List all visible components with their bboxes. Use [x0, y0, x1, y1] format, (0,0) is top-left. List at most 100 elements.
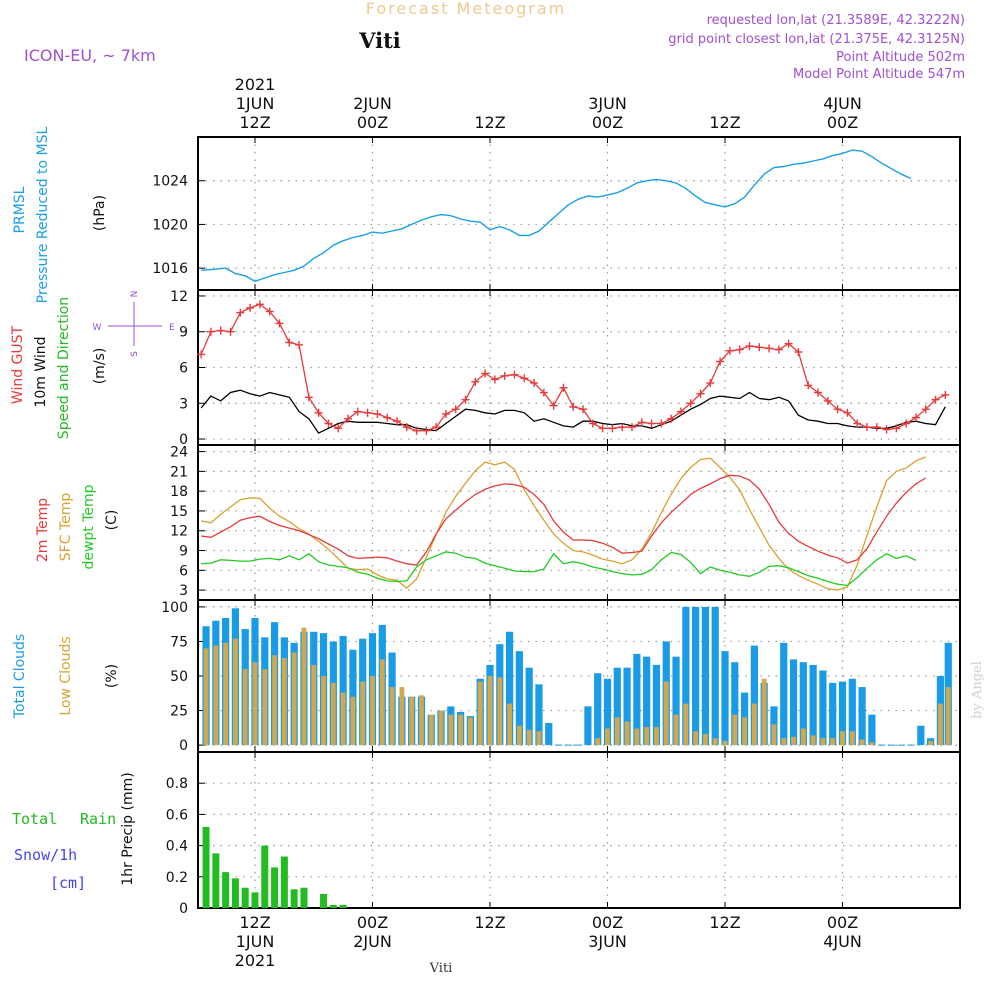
snow-unit-label: [cm]	[50, 874, 86, 892]
temp-tick-label: 21	[170, 464, 188, 480]
time-axis-label: 2021	[235, 75, 276, 94]
low-cloud-bar	[751, 703, 757, 746]
temperature-panel-labels: 2m Temp SFC Temp dewpt Temp (C)	[35, 484, 120, 569]
compass-e: E	[169, 323, 175, 333]
temp-unit-label: (C)	[104, 510, 120, 531]
low-cloud-bar	[732, 714, 738, 746]
low-cloud-bar	[526, 729, 532, 746]
low-cloud-bar	[419, 695, 424, 746]
wind-tick-label: 3	[179, 396, 188, 412]
time-axis-label: 00Z	[827, 113, 858, 132]
total-cloud-bar	[819, 670, 827, 746]
prmsl-tick-label: 1020	[152, 217, 188, 233]
clouds-panel: 0 25 50 75 100	[161, 599, 961, 754]
clouds-panel-labels: Total Clouds Low Clouds (%)	[12, 634, 120, 719]
low-cloud-bar	[644, 727, 650, 746]
total-cloud-bar	[339, 635, 347, 746]
low-cloud-bar	[379, 659, 385, 746]
low-cloud-bar	[497, 677, 503, 746]
low-cloud-bar	[663, 681, 669, 746]
low-cloud-bar	[448, 714, 454, 746]
total-cloud-bar	[613, 667, 621, 746]
time-axis-label: 12Z	[474, 913, 505, 932]
total-cloud-bar	[809, 664, 817, 746]
low-cloud-bar	[370, 676, 375, 746]
total-cloud-bar	[515, 651, 523, 746]
time-axis-label: 00Z	[592, 913, 623, 932]
low-cloud-bar	[428, 714, 434, 746]
rain-bar	[202, 826, 210, 908]
panel-border	[197, 751, 961, 909]
temp-tick-label: 12	[170, 524, 188, 540]
low-cloud-bar	[389, 687, 395, 746]
prmsl-tick-label: 1024	[152, 174, 188, 190]
info-line-3: Point Altitude 502m	[836, 50, 965, 65]
low-cloud-bar	[272, 655, 277, 746]
time-axis-label: 00Z	[357, 113, 388, 132]
sfc-temp-line	[200, 456, 926, 591]
temp-tick-label: 3	[179, 583, 188, 599]
temp-tick-label: 15	[170, 504, 188, 520]
total-cloud-bar	[545, 722, 553, 746]
low-cloud-bar	[340, 692, 346, 746]
rain-bar	[300, 887, 308, 908]
total-cloud-bar	[799, 662, 807, 746]
low-cloud-bar	[810, 735, 816, 746]
time-axis-label: 4JUN	[823, 932, 862, 951]
low-cloud-bar	[800, 728, 806, 746]
total-cloud-bar	[711, 606, 719, 746]
low-cloud-bar	[703, 734, 708, 746]
chart-title: Forecast Meteogram	[366, 0, 566, 18]
rain-bar	[222, 872, 230, 908]
compass-s: S	[130, 351, 140, 357]
wind-tick-label: 0	[179, 432, 188, 448]
rain-bar	[261, 845, 269, 908]
total-cloud-bar	[633, 653, 641, 746]
temperature-panel: 3 6 9 12 15 18 21 24	[170, 444, 961, 601]
prmsl-long-label: Pressure Reduced to MSL	[35, 126, 51, 303]
time-axis-label: 00Z	[827, 913, 858, 932]
low-cloud-bar	[409, 696, 415, 746]
low-cloud-bar	[605, 728, 610, 746]
low-cloud-bar	[614, 717, 620, 746]
total-cloud-bar	[868, 714, 876, 746]
precip-tick-label: 0	[179, 901, 188, 917]
time-axis-label: 12Z	[239, 913, 270, 932]
low-cloud-bar	[516, 725, 522, 746]
time-axis-label: 2021	[235, 951, 276, 970]
dewpt-label: dewpt Temp	[81, 484, 97, 569]
low-cloud-bar	[360, 681, 366, 746]
low-cloud-bar	[301, 627, 307, 746]
low-cloud-bar	[291, 652, 297, 746]
total-cloud-bar	[505, 631, 514, 746]
precip-tick-label: 0.2	[166, 870, 188, 886]
compass-n: N	[130, 291, 140, 298]
prmsl-panel-labels: PRMSL Pressure Reduced to MSL (hPa)	[12, 126, 108, 303]
low-cloud-bar	[468, 717, 473, 746]
low-cloud-bar	[712, 738, 718, 746]
low-cloud-bar	[242, 669, 248, 746]
wind-tick-label: 6	[179, 361, 188, 377]
low-cloud-bar	[399, 687, 405, 746]
dewpt-line	[201, 551, 917, 587]
low-cloud-bar	[869, 742, 875, 746]
low-cloud-bar	[849, 731, 855, 746]
rain-bar	[212, 853, 220, 908]
low-cloud-bar	[350, 696, 356, 746]
low-cloud-bar	[203, 648, 209, 746]
precip-tick-label: 0.4	[166, 839, 188, 855]
compass-w: W	[93, 323, 102, 333]
rain-label: Rain	[80, 810, 116, 828]
footer-station: Viti	[429, 961, 453, 976]
rain-total-label: Total	[12, 810, 57, 828]
precip-tick-label: 0.6	[166, 807, 188, 823]
station-name: Viti	[358, 28, 401, 53]
time-axis-label: 1JUN	[236, 94, 275, 113]
low-cloud-bar	[477, 681, 483, 746]
wind-gust-label: Wind GUST	[10, 325, 26, 404]
total-cloud-bar	[917, 725, 925, 746]
total-cloud-bar	[535, 684, 543, 746]
